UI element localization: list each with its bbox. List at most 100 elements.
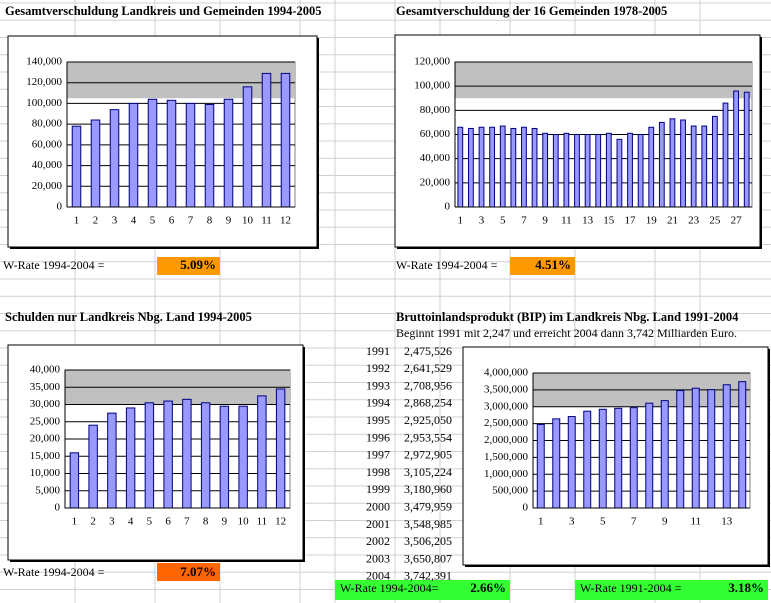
table-year: 1994 xyxy=(366,396,390,410)
x-tick-label: 11 xyxy=(261,215,272,227)
x-tick-label: 17 xyxy=(625,215,637,227)
bar xyxy=(701,125,708,208)
bar xyxy=(691,387,700,509)
rate-cell xyxy=(510,257,575,275)
x-tick-label: 12 xyxy=(275,516,286,528)
rate-label: W-Rate 1994-2004 = xyxy=(3,565,105,579)
bar xyxy=(468,127,474,208)
y-tick-label: 120,000 xyxy=(26,76,62,88)
bar xyxy=(690,125,697,208)
bar xyxy=(128,102,139,208)
table-value: 2,868,254 xyxy=(404,396,452,410)
y-tick-label: 0 xyxy=(55,502,61,514)
x-tick-label: 27 xyxy=(731,215,743,227)
chart-shadow xyxy=(465,565,770,567)
x-tick-label: 11 xyxy=(690,516,701,528)
bar xyxy=(542,132,549,208)
bar xyxy=(163,400,173,509)
rate-value: 2.66% xyxy=(470,580,506,595)
x-tick-label: 6 xyxy=(169,215,175,227)
y-tick-label: 25,000 xyxy=(30,415,61,427)
y-tick-label: 0 xyxy=(57,201,63,213)
bar xyxy=(147,98,158,208)
bar xyxy=(598,408,607,509)
rate-cell xyxy=(157,563,220,581)
x-tick-label: 3 xyxy=(479,215,485,227)
y-tick-label: 15,000 xyxy=(30,450,61,462)
y-tick-label: 120,000 xyxy=(414,56,450,68)
table-year: 2001 xyxy=(366,517,390,531)
bar xyxy=(144,402,155,509)
rate-label: W-Rate 1991-2004 = xyxy=(580,581,682,595)
bar xyxy=(182,398,192,509)
chart-shadow xyxy=(397,247,762,249)
x-tick-label: 3 xyxy=(109,516,115,528)
y-tick-label: 80,000 xyxy=(32,118,63,130)
x-tick-label: 2 xyxy=(90,516,96,528)
table-year: 1996 xyxy=(366,430,390,444)
rate-value: 5.09% xyxy=(180,257,216,272)
table-value: 2,953,554 xyxy=(404,430,452,444)
rate-cell xyxy=(335,580,510,600)
bar xyxy=(669,118,676,208)
x-tick-label: 13 xyxy=(582,215,594,227)
bar xyxy=(614,407,623,509)
rate-value: 3.18% xyxy=(728,580,764,595)
bar xyxy=(109,109,120,208)
bar xyxy=(275,388,286,509)
bar xyxy=(219,405,230,509)
bar xyxy=(88,424,98,509)
bar xyxy=(676,390,685,509)
bar xyxy=(637,134,644,208)
bar xyxy=(204,103,215,208)
bar xyxy=(69,452,80,509)
x-tick-label: 1 xyxy=(72,516,78,528)
bar xyxy=(648,126,655,208)
x-tick-label: 8 xyxy=(203,516,209,528)
table-value: 2,641,529 xyxy=(404,361,452,375)
bar xyxy=(616,138,623,208)
x-tick-label: 10 xyxy=(242,215,254,227)
x-tick-label: 6 xyxy=(165,516,171,528)
chart-shadow xyxy=(10,247,319,249)
table-year: 1993 xyxy=(366,378,390,392)
bar xyxy=(242,86,253,208)
table-year: 2003 xyxy=(366,551,390,565)
chart-subtitle: Beginnt 1991 mit 2,247 und erreicht 2004… xyxy=(396,326,737,340)
x-tick-label: 7 xyxy=(631,516,637,528)
chart-title: Gesamtverschuldung der 16 Gemeinden 1978… xyxy=(396,4,667,18)
bar xyxy=(552,418,561,509)
x-tick-label: 19 xyxy=(646,215,658,227)
y-tick-label: 30,000 xyxy=(30,398,61,410)
y-tick-label: 35,000 xyxy=(30,381,61,393)
rate-cell xyxy=(575,580,768,600)
x-tick-label: 3 xyxy=(569,516,575,528)
x-tick-label: 2 xyxy=(93,215,99,227)
bar xyxy=(707,389,716,509)
bar xyxy=(478,126,485,208)
plot-band xyxy=(67,62,295,99)
x-tick-label: 1 xyxy=(458,215,464,227)
table-year: 1991 xyxy=(366,344,390,358)
x-tick-label: 13 xyxy=(721,516,733,528)
bar xyxy=(660,400,669,509)
chart-shadow xyxy=(10,560,305,562)
y-tick-label: 60,000 xyxy=(32,138,63,150)
x-tick-label: 5 xyxy=(600,516,606,528)
y-tick-label: 40,000 xyxy=(30,364,61,376)
table-value: 3,650,807 xyxy=(404,551,452,565)
bar xyxy=(584,134,591,208)
table-value: 3,479,959 xyxy=(404,499,452,513)
plot-band xyxy=(455,62,752,99)
bar xyxy=(645,402,654,509)
y-tick-label: 10,000 xyxy=(30,467,61,479)
x-tick-label: 9 xyxy=(226,215,232,227)
y-tick-label: 2,000,000 xyxy=(484,434,529,446)
table-value: 2,972,905 xyxy=(404,448,452,462)
x-tick-label: 7 xyxy=(521,215,527,227)
bar xyxy=(595,134,602,208)
bar xyxy=(223,98,234,208)
table-year: 1998 xyxy=(366,465,390,479)
x-tick-label: 11 xyxy=(257,516,268,528)
x-tick-label: 12 xyxy=(280,215,291,227)
